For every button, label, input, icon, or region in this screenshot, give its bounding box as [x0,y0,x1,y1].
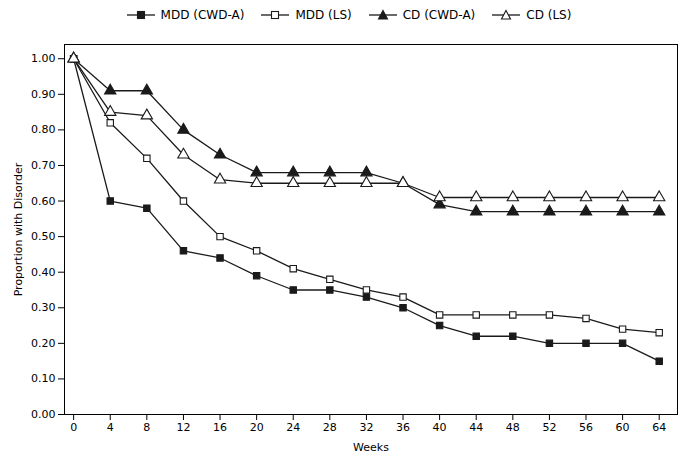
svg-text:0.30: 0.30 [31,301,56,314]
svg-text:0.60: 0.60 [31,195,56,208]
svg-text:0.50: 0.50 [31,230,56,243]
svg-text:Weeks: Weeks [353,441,389,454]
svg-text:0.20: 0.20 [31,337,56,350]
svg-text:0.10: 0.10 [31,372,56,385]
svg-text:56: 56 [579,421,593,434]
html-text:CD (LS): CD (LS) [526,8,572,22]
svg-text:36: 36 [396,421,410,434]
svg-text:0.70: 0.70 [31,159,56,172]
svg-text:0.90: 0.90 [31,88,56,101]
svg-text:12: 12 [176,421,190,434]
svg-text:40: 40 [433,421,447,434]
svg-text:24: 24 [286,421,300,434]
svg-text:0: 0 [70,421,77,434]
svg-text:1.00: 1.00 [31,52,56,65]
svg-text:Proportion with Disorder: Proportion with Disorder [12,162,25,296]
svg-text:48: 48 [506,421,520,434]
svg-text:16: 16 [213,421,227,434]
svg-text:0.00: 0.00 [31,408,56,421]
svg-text:0.80: 0.80 [31,123,56,136]
html-text:CD (CWD-A): CD (CWD-A) [402,8,476,22]
svg-text:4: 4 [107,421,114,434]
svg-text:0.40: 0.40 [31,266,56,279]
svg-text:32: 32 [359,421,373,434]
html-text:MDD (CWD-A): MDD (CWD-A) [160,8,245,22]
svg-text:8: 8 [143,421,150,434]
svg-text:52: 52 [542,421,556,434]
svg-text:64: 64 [652,421,666,434]
svg-text:20: 20 [250,421,264,434]
html-text:MDD (LS): MDD (LS) [295,8,352,22]
svg-text:44: 44 [469,421,483,434]
svg-text:28: 28 [323,421,337,434]
svg-text:60: 60 [616,421,630,434]
